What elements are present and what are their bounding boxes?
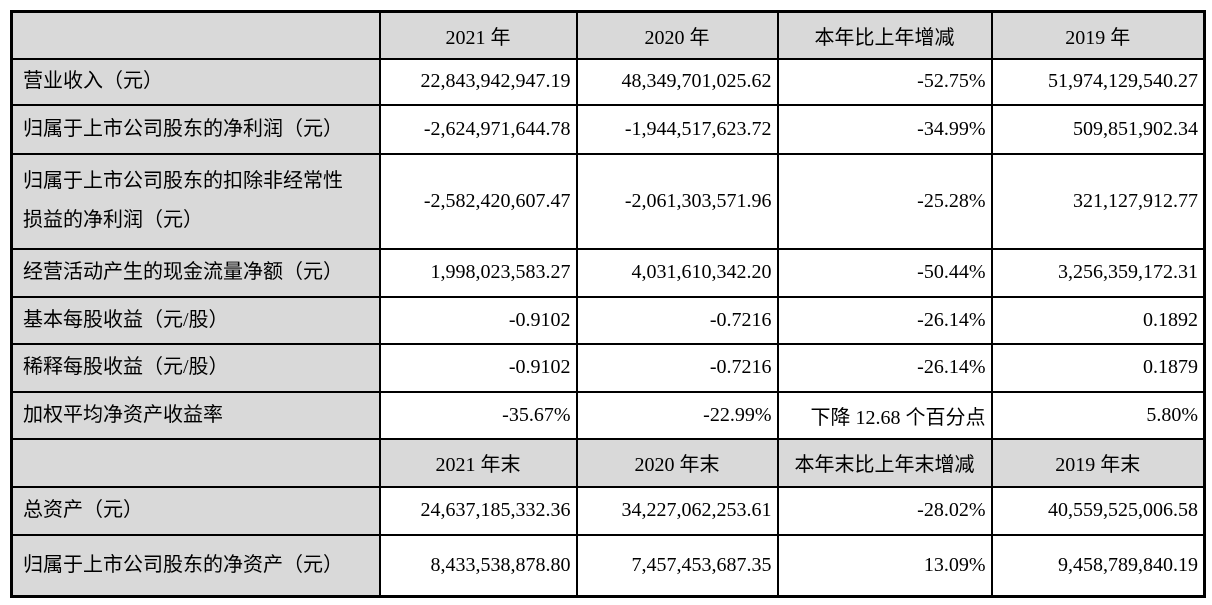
- value-cell-2019: 9,458,789,840.19: [990, 533, 1206, 598]
- value-cell-change: 13.09%: [776, 533, 993, 598]
- header-empty-cell: [10, 437, 381, 488]
- row-label: 加权平均净资产收益率: [10, 390, 381, 440]
- value-cell-change: -26.14%: [776, 342, 993, 393]
- column-header-yoy-change: 本年比上年增减: [776, 10, 993, 60]
- column-header-period-end-change: 本年末比上年末增减: [776, 437, 993, 488]
- row-label: 经营活动产生的现金流量净额（元）: [10, 247, 381, 298]
- value-cell-2020: 4,031,610,342.20: [575, 247, 779, 298]
- row-label: 归属于上市公司股东的扣除非经常性 损益的净利润（元）: [10, 152, 381, 250]
- value-cell-change: -28.02%: [776, 485, 993, 536]
- value-cell-2019: 321,127,912.77: [990, 152, 1206, 250]
- value-cell-2019: 0.1892: [990, 295, 1206, 345]
- row-label: 归属于上市公司股东的净利润（元）: [10, 103, 381, 155]
- value-cell-2021: -35.67%: [378, 390, 578, 440]
- value-cell-2020: -0.7216: [575, 342, 779, 393]
- header-empty-cell: [10, 10, 381, 60]
- row-label: 归属于上市公司股东的净资产（元）: [10, 533, 381, 598]
- table-row-revenue: 营业收入（元） 22,843,942,947.19 48,349,701,025…: [10, 57, 1206, 106]
- column-header-2021: 2021 年: [378, 10, 578, 60]
- value-cell-2021: -2,582,420,607.47: [378, 152, 578, 250]
- table-row-weighted-avg-roe: 加权平均净资产收益率 -35.67% -22.99% 下降 12.68 个百分点…: [10, 390, 1206, 440]
- value-cell-2019: 0.1879: [990, 342, 1206, 393]
- value-cell-2021: -0.9102: [378, 295, 578, 345]
- row-label: 基本每股收益（元/股）: [10, 295, 381, 345]
- table-row-net-profit: 归属于上市公司股东的净利润（元） -2,624,971,644.78 -1,94…: [10, 103, 1206, 155]
- value-cell-change: -26.14%: [776, 295, 993, 345]
- value-cell-2019: 509,851,902.34: [990, 103, 1206, 155]
- column-header-2020: 2020 年: [575, 10, 779, 60]
- value-cell-change: -52.75%: [776, 57, 993, 106]
- financial-summary-table: 2021 年 2020 年 本年比上年增减 2019 年 营业收入（元） 22,…: [10, 10, 1206, 598]
- table-row-basic-eps: 基本每股收益（元/股） -0.9102 -0.7216 -26.14% 0.18…: [10, 295, 1206, 345]
- value-cell-2019: 51,974,129,540.27: [990, 57, 1206, 106]
- value-cell-change: 下降 12.68 个百分点: [776, 390, 993, 440]
- row-label: 营业收入（元）: [10, 57, 381, 106]
- value-cell-change: -50.44%: [776, 247, 993, 298]
- value-cell-2020: 7,457,453,687.35: [575, 533, 779, 598]
- value-cell-2019: 5.80%: [990, 390, 1206, 440]
- value-cell-2020: 48,349,701,025.62: [575, 57, 779, 106]
- value-cell-2021: 24,637,185,332.36: [378, 485, 578, 536]
- table-row-net-profit-excl-nonrecurring: 归属于上市公司股东的扣除非经常性 损益的净利润（元） -2,582,420,60…: [10, 152, 1206, 250]
- value-cell-2020: -2,061,303,571.96: [575, 152, 779, 250]
- value-cell-change: -34.99%: [776, 103, 993, 155]
- value-cell-2020: 34,227,062,253.61: [575, 485, 779, 536]
- column-header-2019: 2019 年: [990, 10, 1206, 60]
- value-cell-2019: 3,256,359,172.31: [990, 247, 1206, 298]
- column-header-2021-end: 2021 年末: [378, 437, 578, 488]
- value-cell-2020: -0.7216: [575, 295, 779, 345]
- value-cell-2021: -2,624,971,644.78: [378, 103, 578, 155]
- value-cell-2020: -1,944,517,623.72: [575, 103, 779, 155]
- row-label: 稀释每股收益（元/股）: [10, 342, 381, 393]
- value-cell-2021: -0.9102: [378, 342, 578, 393]
- value-cell-change: -25.28%: [776, 152, 993, 250]
- value-cell-2021: 1,998,023,583.27: [378, 247, 578, 298]
- table-row-net-assets: 归属于上市公司股东的净资产（元） 8,433,538,878.80 7,457,…: [10, 533, 1206, 598]
- table-row-diluted-eps: 稀释每股收益（元/股） -0.9102 -0.7216 -26.14% 0.18…: [10, 342, 1206, 393]
- value-cell-2019: 40,559,525,006.58: [990, 485, 1206, 536]
- annual-header-row: 2021 年 2020 年 本年比上年增减 2019 年: [10, 10, 1206, 60]
- period-end-header-row: 2021 年末 2020 年末 本年末比上年末增减 2019 年末: [10, 437, 1206, 488]
- column-header-2020-end: 2020 年末: [575, 437, 779, 488]
- row-label: 总资产（元）: [10, 485, 381, 536]
- value-cell-2021: 22,843,942,947.19: [378, 57, 578, 106]
- column-header-2019-end: 2019 年末: [990, 437, 1206, 488]
- table-row-total-assets: 总资产（元） 24,637,185,332.36 34,227,062,253.…: [10, 485, 1206, 536]
- table-row-operating-cash-flow: 经营活动产生的现金流量净额（元） 1,998,023,583.27 4,031,…: [10, 247, 1206, 298]
- value-cell-2020: -22.99%: [575, 390, 779, 440]
- value-cell-2021: 8,433,538,878.80: [378, 533, 578, 598]
